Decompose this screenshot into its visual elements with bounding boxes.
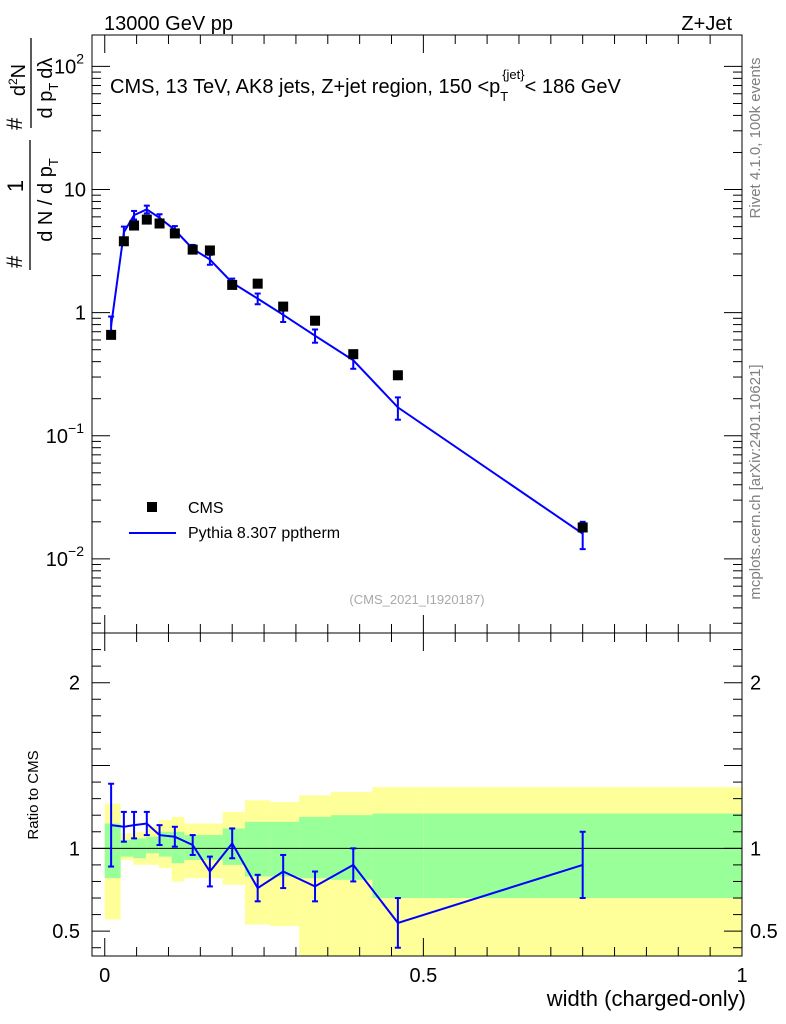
main-y-tick-label: 102 [54, 50, 84, 78]
main-y-tick-label: 10−1 [46, 420, 84, 448]
ratio-uncertainty-bands [104, 787, 742, 956]
ratio-data-layer [108, 782, 586, 949]
ylabel-d2n-numerator: d2N [6, 64, 30, 96]
cms-data-point [169, 228, 180, 239]
ratio-band-inner [244, 821, 271, 877]
cms-data-point [577, 522, 588, 533]
ratio-band-inner [203, 835, 223, 860]
header-process-label: Z+Jet [681, 13, 732, 35]
main-y-tick-label: 10 [64, 180, 86, 202]
main-frame [91, 34, 743, 634]
ratio-band-inner [158, 831, 172, 857]
cms-data-point [252, 278, 263, 289]
ratio-panel: 0 0.5 12 21 10.5 0.5 Ratio to CMS width (char… [25, 632, 778, 1011]
ylabel-hash-1: # [2, 255, 27, 268]
cms-data-point [310, 315, 321, 326]
x-tick-label: 0.5 [409, 965, 437, 987]
ratio-band-inner [146, 836, 159, 854]
ratio-y-tick-label-left: 0.5 [52, 921, 80, 943]
ratio-y-axis-label: Ratio to CMS [25, 750, 42, 839]
ylabel-frac-numerator: 1 [3, 180, 28, 192]
rivet-version-label: Rivet 4.1.0, 100k events [747, 58, 764, 219]
ratio-y-tick-label-left: 1 [69, 838, 80, 860]
pythia-line [110, 208, 584, 535]
ylabel-frac-denominator: d N / d pT [35, 158, 61, 242]
cms-data-point [106, 329, 117, 340]
main-tick-layer: 102 10 1 10−1 10−2 [46, 35, 743, 633]
ratio-band-inner [299, 816, 331, 879]
ylabel-hash-2: # [2, 117, 27, 130]
ratio-y-tick-label-right: 0.5 [750, 921, 778, 943]
legend: CMS Pythia 8.307 pptherm [129, 500, 340, 542]
main-panel: 102 10 1 10−1 10−2 CMS, 13 TeV, AK8 jets, Z+… [2, 34, 743, 634]
mcplots-reference-label: mcplots.cern.ch [arXiv:2401.10621] [747, 364, 764, 599]
cms-data-point [278, 301, 289, 312]
cms-data-point [129, 220, 140, 231]
ratio-tick-layer: 0 0.5 12 21 10.5 0.5 [52, 632, 778, 987]
ratio-band-inner [372, 813, 424, 899]
cms-data-point [187, 244, 198, 255]
main-y-axis-label: # 1 d N / d pT # d2N d pTdλ [2, 38, 61, 270]
x-axis-label: width (charged-only) [546, 986, 746, 1011]
ratio-y-tick-label-left: 2 [69, 673, 80, 695]
ratio-y-tick-label-right: 1 [750, 838, 761, 860]
analysis-id-label: (CMS_2021_I1920187) [349, 592, 484, 607]
ylabel-d2n-denominator: d pTdλ [35, 58, 61, 119]
cms-data-point [154, 218, 165, 229]
ratio-y-tick-label-right: 2 [750, 673, 761, 695]
x-tick-label: 0 [99, 965, 110, 987]
main-y-tick-label: 1 [75, 303, 86, 325]
header-energy-label: 13000 GeV pp [104, 13, 233, 35]
cms-data-point [204, 245, 215, 256]
x-tick-label: 1 [736, 965, 747, 987]
legend-cms-label: CMS [188, 500, 224, 517]
ratio-frame [91, 632, 743, 957]
cms-data-point [227, 279, 238, 290]
ratio-band-inner [104, 823, 121, 879]
legend-cms-marker [147, 502, 157, 512]
cms-data-point [141, 214, 152, 225]
cms-data-point [348, 349, 359, 360]
main-data-layer [106, 204, 588, 551]
ratio-band-inner [270, 821, 300, 877]
cms-data-point [118, 236, 129, 247]
cms-data-point [392, 370, 403, 381]
main-y-tick-label: 10−2 [46, 543, 84, 571]
legend-pythia-label: Pythia 8.307 pptherm [188, 525, 340, 542]
main-plot-title: CMS, 13 TeV, AK8 jets, Z+jet region, 150… [110, 67, 621, 104]
